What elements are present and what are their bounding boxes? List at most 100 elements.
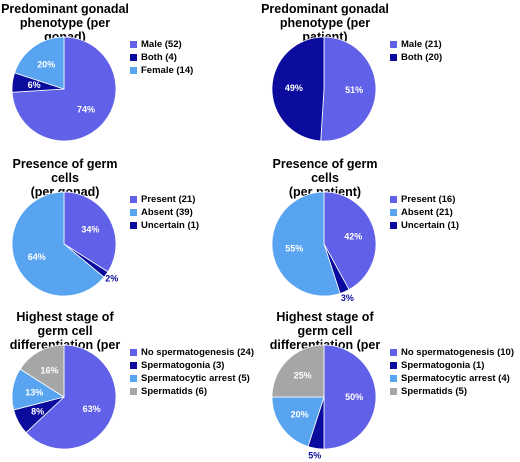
legend: Present (16) Absent (21) Uncertain (1) bbox=[390, 193, 459, 232]
legend-swatch bbox=[130, 196, 137, 203]
pie-chart: 51% 49% bbox=[271, 36, 377, 142]
pie-slice-percent-label: 63% bbox=[83, 404, 101, 414]
pie-slice-present bbox=[323, 191, 377, 291]
legend: Male (52) Both (4) Female (14) bbox=[130, 38, 193, 77]
pie-slice-percent-label: 13% bbox=[25, 387, 43, 397]
legend-item: Both (4) bbox=[130, 51, 193, 64]
pie-slice-female bbox=[14, 36, 65, 90]
pie-slice-percent-label: 42% bbox=[344, 232, 362, 242]
legend-swatch bbox=[390, 41, 397, 48]
pie-slice-no-spermatogenesis bbox=[323, 344, 377, 450]
legend-swatch bbox=[130, 209, 137, 216]
legend-swatch bbox=[390, 362, 397, 369]
legend-label: Uncertain (1) bbox=[141, 220, 200, 231]
chart-title-line: Predominant gonadal bbox=[1, 2, 129, 16]
pie-slice-percent-label: 6% bbox=[28, 80, 41, 90]
legend-item: Spermatocytic arrest (4) bbox=[390, 372, 514, 385]
legend-swatch bbox=[130, 362, 137, 369]
pie-chart: 42% 3% 55% bbox=[271, 191, 377, 303]
legend-label: Male (21) bbox=[401, 39, 442, 50]
legend-swatch bbox=[130, 222, 137, 229]
legend-item: Female (14) bbox=[130, 64, 193, 77]
legend-swatch bbox=[130, 41, 137, 48]
pie-slice-percent-label: 64% bbox=[28, 252, 46, 262]
legend-swatch bbox=[130, 67, 137, 74]
legend-item: No spermatogenesis (10) bbox=[390, 346, 514, 359]
legend-item: Uncertain (1) bbox=[130, 219, 199, 232]
pie-slice-percent-label: 74% bbox=[77, 105, 95, 115]
pie-slice-no-spermatogenesis bbox=[25, 344, 117, 450]
legend-label: No spermatogenesis (10) bbox=[401, 347, 514, 358]
legend-swatch bbox=[390, 209, 397, 216]
legend-label: Present (21) bbox=[141, 194, 196, 205]
chart-panel-germ-cells-per-patient: Presence of germ cells (per patient) 42%… bbox=[260, 155, 520, 309]
legend-item: Spermatogonia (1) bbox=[390, 359, 514, 372]
pie-chart: 34% 2% 64% bbox=[11, 191, 118, 297]
legend-label: Spermatogonia (1) bbox=[401, 360, 485, 371]
pie-chart: 63% 8% 13% 16% bbox=[11, 344, 117, 450]
pie-slice-male bbox=[320, 36, 377, 142]
legend-label: Spermatocytic arrest (4) bbox=[401, 373, 510, 384]
legend-label: No spermatogenesis (24) bbox=[141, 347, 254, 358]
legend-item: No spermatogenesis (24) bbox=[130, 346, 254, 359]
pie-chart: 50% 5% 20% 25% bbox=[271, 344, 377, 460]
legend-item: Male (21) bbox=[390, 38, 442, 51]
legend-swatch bbox=[390, 196, 397, 203]
legend-item: Present (16) bbox=[390, 193, 459, 206]
chart-panel-germ-cells-per-gonad: Presence of germ cells (per gonad) 34% 2%… bbox=[0, 155, 260, 309]
legend-item: Absent (39) bbox=[130, 206, 199, 219]
pie-slice-percent-label: 2% bbox=[105, 274, 118, 284]
legend-label: Absent (39) bbox=[141, 207, 193, 218]
chart-panel-phenotype-per-patient: Predominant gonadal phenotype (per patie… bbox=[260, 0, 520, 154]
pie-slice-absent bbox=[11, 191, 105, 297]
legend-swatch bbox=[130, 388, 137, 395]
legend-label: Spermatids (5) bbox=[401, 386, 467, 397]
chart-panel-phenotype-per-gonad: Predominant gonadal phenotype (per gonad… bbox=[0, 0, 260, 154]
pie-slice-both bbox=[271, 36, 325, 142]
legend-swatch bbox=[390, 388, 397, 395]
legend: Present (21) Absent (39) Uncertain (1) bbox=[130, 193, 199, 232]
chart-panel-differentiation-per-gonad: Highest stage of germ cell differentiati… bbox=[0, 308, 260, 462]
legend-label: Spermatids (6) bbox=[141, 386, 207, 397]
legend-item: Spermatogonia (3) bbox=[130, 359, 254, 372]
legend-label: Absent (21) bbox=[401, 207, 453, 218]
pie-slice-percent-label: 25% bbox=[294, 371, 312, 381]
legend-swatch bbox=[390, 349, 397, 356]
legend-item: Uncertain (1) bbox=[390, 219, 459, 232]
legend-label: Spermatocytic arrest (5) bbox=[141, 373, 250, 384]
pie-slice-percent-label: 34% bbox=[81, 224, 99, 234]
pie-slice-percent-label: 51% bbox=[345, 85, 363, 95]
legend-item: Present (21) bbox=[130, 193, 199, 206]
legend-label: Both (4) bbox=[141, 52, 177, 63]
legend-item: Spermatocytic arrest (5) bbox=[130, 372, 254, 385]
pie-slice-spermatocytic-arrest bbox=[271, 396, 325, 447]
chart-title-line: Highest stage of germ cell bbox=[16, 310, 114, 338]
pie-slice-percent-label: 50% bbox=[345, 392, 363, 402]
legend: Male (21) Both (20) bbox=[390, 38, 442, 64]
chart-title-line: Presence of germ cells bbox=[272, 157, 378, 185]
legend-label: Present (16) bbox=[401, 194, 456, 205]
legend-item: Spermatids (5) bbox=[390, 385, 514, 398]
legend-swatch bbox=[390, 375, 397, 382]
pie-slice-absent bbox=[271, 191, 341, 297]
pie-slice-percent-label: 55% bbox=[285, 244, 303, 254]
legend: No spermatogenesis (10) Spermatogonia (1)… bbox=[390, 346, 514, 398]
legend-item: Absent (21) bbox=[390, 206, 459, 219]
legend-swatch bbox=[130, 375, 137, 382]
pie-slice-percent-label: 8% bbox=[31, 407, 44, 417]
chart-title: Predominant gonadal phenotype (per patie… bbox=[260, 2, 390, 44]
legend-label: Female (14) bbox=[141, 65, 194, 76]
pie-slice-percent-label: 20% bbox=[37, 60, 55, 70]
legend-item: Male (52) bbox=[130, 38, 193, 51]
legend-label: Male (52) bbox=[141, 39, 182, 50]
pie-slice-spermatids bbox=[271, 344, 325, 398]
legend-swatch bbox=[390, 54, 397, 61]
legend-item: Spermatids (6) bbox=[130, 385, 254, 398]
legend-label: Both (20) bbox=[401, 52, 443, 63]
pie-slice-spermatids bbox=[19, 344, 65, 398]
pie-chart: 74% 6% 20% bbox=[11, 36, 117, 142]
chart-title-line: Highest stage of germ cell bbox=[276, 310, 374, 338]
legend: No spermatogenesis (24) Spermatogonia (3)… bbox=[130, 346, 254, 398]
legend-label: Uncertain (1) bbox=[401, 220, 460, 231]
pie-slice-percent-label: 5% bbox=[308, 450, 321, 460]
